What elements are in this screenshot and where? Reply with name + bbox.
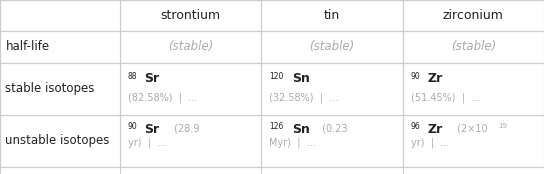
Text: strontium: strontium — [160, 9, 220, 22]
Text: Zr: Zr — [427, 73, 442, 85]
Text: 90: 90 — [411, 72, 421, 81]
Text: (82.58%)  |  ...: (82.58%) | ... — [128, 93, 197, 103]
Text: yr)  |  ...: yr) | ... — [411, 137, 449, 148]
Text: Myr)  |  ...: Myr) | ... — [269, 137, 316, 148]
Text: 19: 19 — [498, 123, 507, 129]
Text: (32.58%)  |  ...: (32.58%) | ... — [269, 93, 338, 103]
Text: Sn: Sn — [292, 123, 310, 136]
Text: (stable): (stable) — [309, 41, 355, 53]
Text: 88: 88 — [128, 72, 137, 81]
Text: (0.23: (0.23 — [319, 124, 347, 133]
Text: zirconium: zirconium — [443, 9, 504, 22]
Text: half-life: half-life — [5, 41, 50, 53]
Text: (51.45%)  |  ...: (51.45%) | ... — [411, 93, 480, 103]
Text: tin: tin — [324, 9, 340, 22]
Text: unstable isotopes: unstable isotopes — [5, 135, 110, 147]
Text: (28.9: (28.9 — [171, 124, 199, 133]
Text: 120: 120 — [269, 72, 283, 81]
Text: Sn: Sn — [292, 73, 310, 85]
Text: Sr: Sr — [144, 73, 159, 85]
Text: Sr: Sr — [144, 123, 159, 136]
Text: (stable): (stable) — [450, 41, 496, 53]
Text: stable isotopes: stable isotopes — [5, 82, 95, 95]
Text: 90: 90 — [128, 122, 138, 131]
Text: yr)  |  ...: yr) | ... — [128, 137, 166, 148]
Text: 96: 96 — [411, 122, 421, 131]
Text: (2×10: (2×10 — [454, 124, 487, 133]
Text: (stable): (stable) — [168, 41, 213, 53]
Text: 126: 126 — [269, 122, 283, 131]
Text: Zr: Zr — [427, 123, 442, 136]
